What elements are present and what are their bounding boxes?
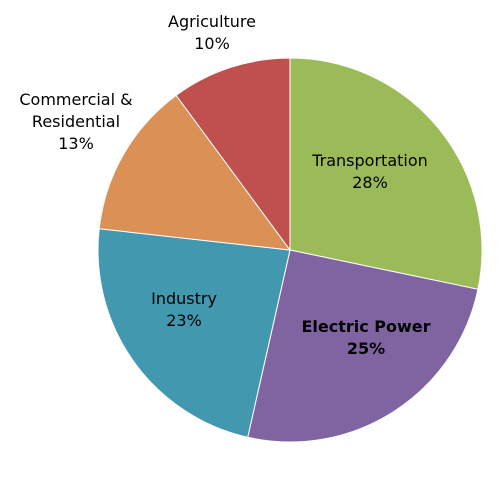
pie-labels: Transportation 28% Electric Power 25% Indust… — [19, 12, 430, 358]
pie-slice-electric-power — [247, 249, 479, 443]
slice-percent-label: 10% — [194, 34, 230, 53]
slice-label-transportation: Transportation 28% — [311, 151, 428, 192]
slice-percent-label: 23% — [166, 311, 202, 330]
slice-name-label: Industry — [151, 289, 217, 308]
pie-slice-industry — [97, 228, 291, 438]
pie-slice-agriculture — [175, 57, 291, 252]
pie-slice-transportation — [289, 57, 483, 290]
slice-percent-label: 28% — [352, 173, 388, 192]
pie-slice-commercial-and-residential — [98, 94, 292, 251]
pie-slices — [97, 57, 483, 443]
slice-name-label: Electric Power — [301, 317, 430, 336]
slice-percent-label: 13% — [58, 134, 94, 153]
slice-label-electric-power: Electric Power 25% — [301, 317, 430, 358]
slice-name-label: Commercial & — [19, 90, 132, 109]
slice-label-commercial-and-residential: Commercial & Residential 13% — [19, 90, 132, 153]
slice-label-industry: Industry 23% — [151, 289, 217, 330]
slice-name-label: Agriculture — [168, 12, 256, 31]
slice-percent-label: 25% — [347, 339, 385, 358]
slice-name-label: Residential — [32, 112, 120, 131]
slice-label-agriculture: Agriculture 10% — [168, 12, 256, 53]
slice-name-label: Transportation — [311, 151, 428, 170]
